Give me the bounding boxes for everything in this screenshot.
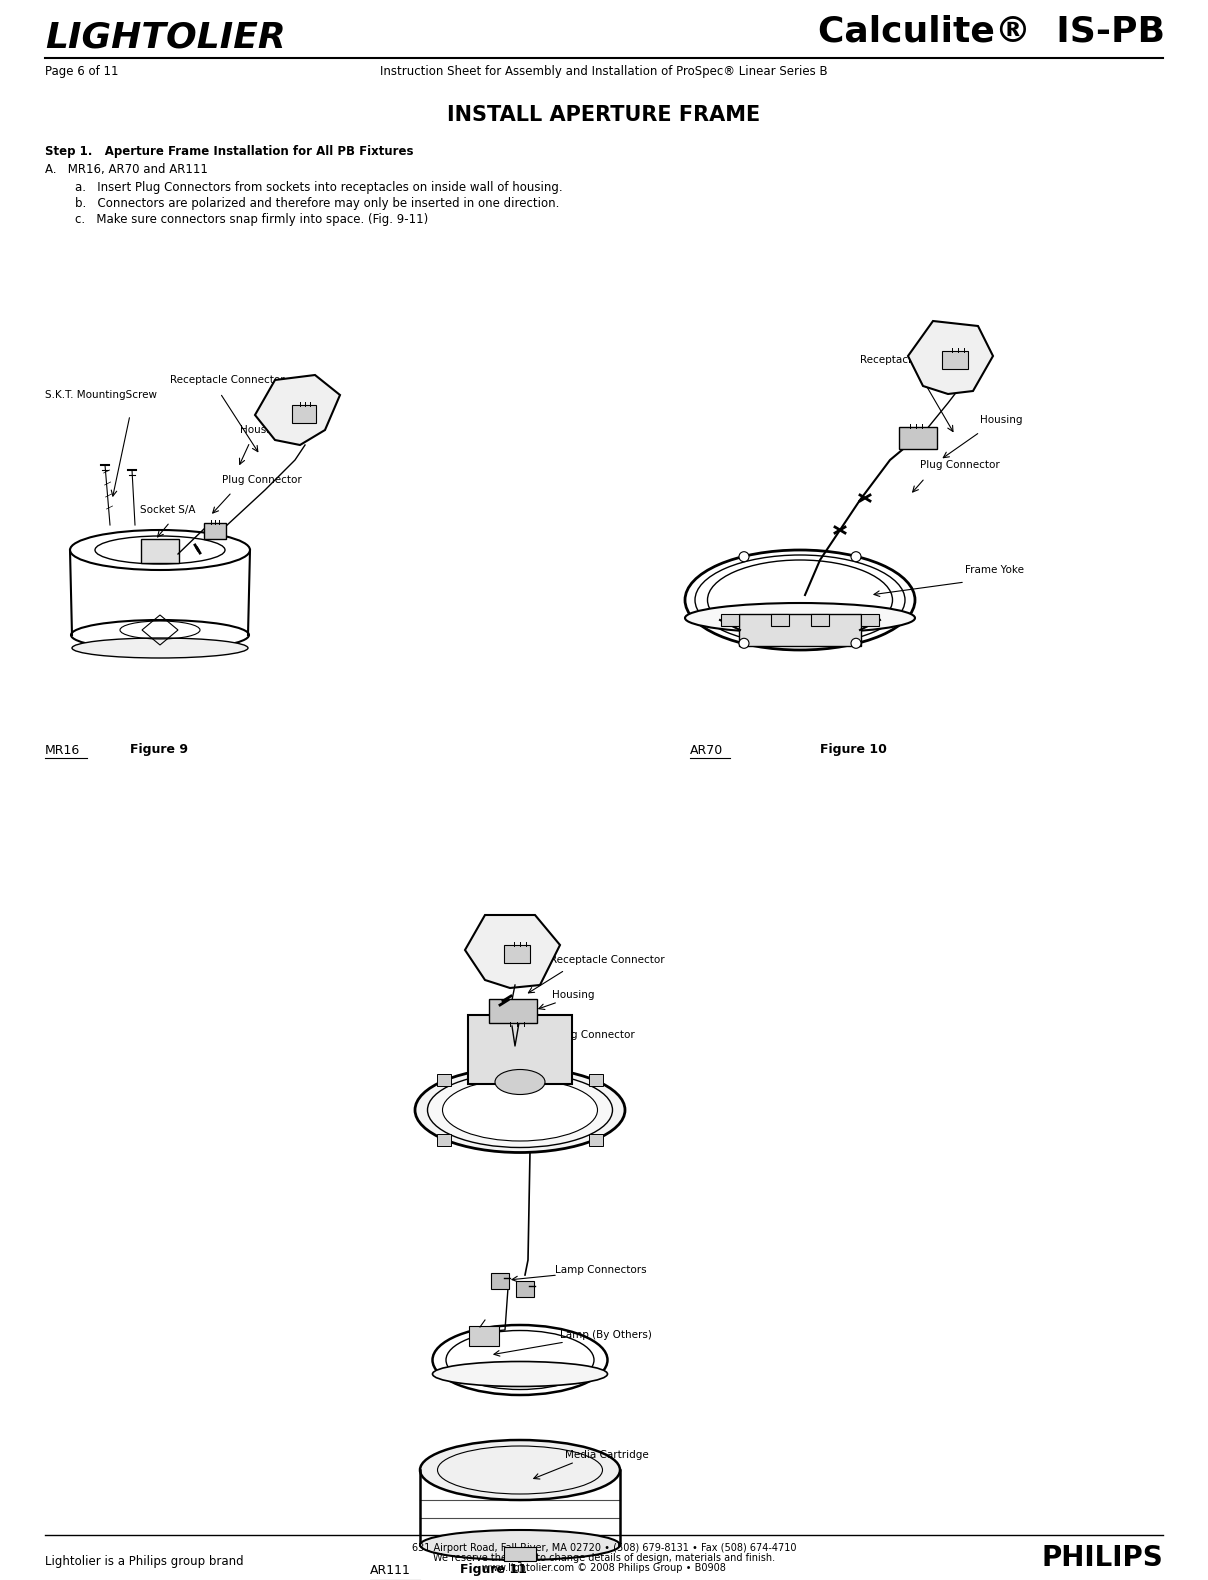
Text: INSTALL APERTURE FRAME: INSTALL APERTURE FRAME [447, 104, 761, 125]
FancyBboxPatch shape [292, 404, 316, 423]
Circle shape [739, 551, 749, 562]
FancyBboxPatch shape [811, 615, 829, 626]
Text: Plug Connector: Plug Connector [222, 476, 302, 485]
FancyBboxPatch shape [588, 1134, 603, 1147]
Text: MR16: MR16 [45, 744, 80, 757]
Text: PHILIPS: PHILIPS [1041, 1544, 1163, 1572]
Text: Lamp (By Others): Lamp (By Others) [561, 1330, 652, 1340]
Text: Housing: Housing [552, 991, 594, 1000]
Polygon shape [255, 374, 339, 446]
FancyBboxPatch shape [588, 1073, 603, 1085]
Ellipse shape [416, 1068, 625, 1152]
FancyBboxPatch shape [490, 1273, 509, 1289]
FancyBboxPatch shape [771, 615, 789, 626]
FancyBboxPatch shape [504, 945, 530, 962]
Text: AR111: AR111 [370, 1564, 411, 1577]
Text: AR70: AR70 [690, 744, 724, 757]
Ellipse shape [442, 1079, 598, 1141]
Text: Lamp Connectors: Lamp Connectors [554, 1266, 646, 1275]
Text: a.   Insert Plug Connectors from sockets into receptacles on inside wall of hous: a. Insert Plug Connectors from sockets i… [75, 180, 563, 193]
FancyBboxPatch shape [489, 999, 538, 1022]
Text: We reserve the right to change details of design, materials and finish.: We reserve the right to change details o… [432, 1553, 776, 1563]
FancyBboxPatch shape [504, 1547, 536, 1561]
Text: LIGHTOLIER: LIGHTOLIER [45, 21, 286, 55]
Text: Media Cartridge: Media Cartridge [565, 1450, 649, 1460]
Ellipse shape [72, 638, 248, 657]
Text: Housing: Housing [240, 425, 283, 435]
Text: Socket S/A: Socket S/A [140, 506, 196, 515]
Text: Receptacle Connector: Receptacle Connector [860, 356, 975, 365]
FancyBboxPatch shape [437, 1073, 452, 1085]
Text: Figure 11: Figure 11 [460, 1564, 527, 1577]
Text: Plug Connector: Plug Connector [554, 1030, 634, 1040]
Ellipse shape [428, 1073, 612, 1147]
Text: Receptacle Connector: Receptacle Connector [170, 374, 285, 386]
FancyBboxPatch shape [469, 1326, 499, 1346]
Text: www.lightolier.com © 2008 Philips Group • B0908: www.lightolier.com © 2008 Philips Group … [482, 1563, 726, 1574]
Text: Page 6 of 11: Page 6 of 11 [45, 65, 118, 79]
FancyBboxPatch shape [467, 1014, 573, 1084]
Ellipse shape [420, 1439, 620, 1499]
Polygon shape [465, 915, 561, 988]
Text: Step 1.   Aperture Frame Installation for All PB Fixtures: Step 1. Aperture Frame Installation for … [45, 145, 413, 158]
FancyBboxPatch shape [899, 427, 937, 449]
Circle shape [739, 638, 749, 648]
FancyBboxPatch shape [437, 1134, 452, 1147]
FancyBboxPatch shape [942, 351, 968, 370]
Text: A.   MR16, AR70 and AR111: A. MR16, AR70 and AR111 [45, 163, 208, 177]
Text: Lightolier is a Philips group brand: Lightolier is a Philips group brand [45, 1555, 244, 1569]
FancyBboxPatch shape [516, 1281, 534, 1297]
Text: Housing: Housing [980, 416, 1022, 425]
Text: Instruction Sheet for Assembly and Installation of ProSpec® Linear Series B: Instruction Sheet for Assembly and Insta… [381, 65, 827, 79]
Text: Calculite®  IS-PB: Calculite® IS-PB [818, 14, 1165, 49]
FancyBboxPatch shape [721, 615, 739, 626]
FancyBboxPatch shape [861, 615, 879, 626]
Ellipse shape [495, 1070, 545, 1095]
Circle shape [850, 638, 861, 648]
Polygon shape [908, 321, 993, 393]
Text: Frame Yoke: Frame Yoke [965, 566, 1024, 575]
Text: Figure 10: Figure 10 [820, 744, 887, 757]
Ellipse shape [432, 1362, 608, 1387]
FancyBboxPatch shape [204, 523, 226, 539]
Text: 631 Airport Road, Fall River, MA 02720 • (508) 679-8131 • Fax (508) 674-4710: 631 Airport Road, Fall River, MA 02720 •… [412, 1544, 796, 1553]
Ellipse shape [420, 1529, 620, 1559]
Text: Plug Connector: Plug Connector [920, 460, 1000, 469]
FancyBboxPatch shape [141, 539, 179, 562]
Text: b.   Connectors are polarized and therefore may only be inserted in one directio: b. Connectors are polarized and therefor… [75, 196, 559, 210]
Text: c.   Make sure connectors snap firmly into space. (Fig. 9-11): c. Make sure connectors snap firmly into… [75, 212, 429, 226]
Text: Figure 9: Figure 9 [130, 744, 188, 757]
Circle shape [850, 551, 861, 562]
Text: S.K.T. MountingScrew: S.K.T. MountingScrew [45, 390, 157, 400]
Text: Receptacle Connector: Receptacle Connector [550, 954, 664, 965]
Ellipse shape [685, 604, 914, 634]
FancyBboxPatch shape [739, 615, 861, 646]
